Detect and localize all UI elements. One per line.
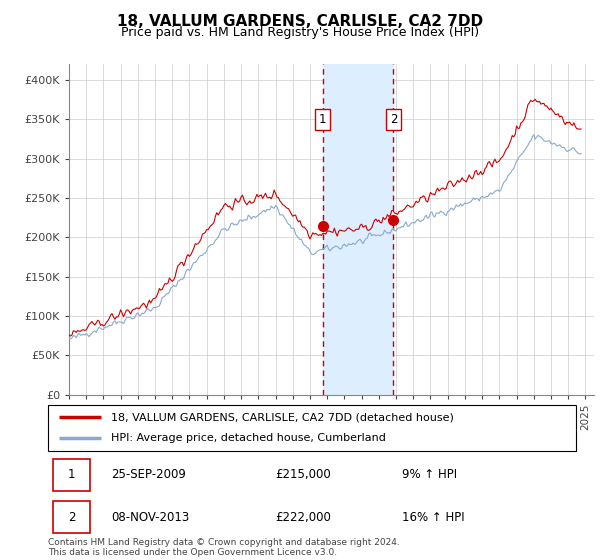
Text: 1: 1	[68, 468, 76, 482]
Text: 2: 2	[390, 113, 397, 126]
FancyBboxPatch shape	[48, 405, 576, 451]
Text: 18, VALLUM GARDENS, CARLISLE, CA2 7DD: 18, VALLUM GARDENS, CARLISLE, CA2 7DD	[117, 14, 483, 29]
Text: 2: 2	[68, 511, 76, 524]
FancyBboxPatch shape	[53, 459, 90, 491]
Text: 25-SEP-2009: 25-SEP-2009	[112, 468, 186, 482]
Text: 16% ↑ HPI: 16% ↑ HPI	[402, 511, 464, 524]
Text: £215,000: £215,000	[275, 468, 331, 482]
Text: 18, VALLUM GARDENS, CARLISLE, CA2 7DD (detached house): 18, VALLUM GARDENS, CARLISLE, CA2 7DD (d…	[112, 412, 454, 422]
Text: Contains HM Land Registry data © Crown copyright and database right 2024.
This d: Contains HM Land Registry data © Crown c…	[48, 538, 400, 557]
Text: £222,000: £222,000	[275, 511, 331, 524]
Bar	[323, 64, 394, 395]
Text: 9% ↑ HPI: 9% ↑ HPI	[402, 468, 457, 482]
Text: 1: 1	[319, 113, 326, 126]
Text: Price paid vs. HM Land Registry's House Price Index (HPI): Price paid vs. HM Land Registry's House …	[121, 26, 479, 39]
Text: HPI: Average price, detached house, Cumberland: HPI: Average price, detached house, Cumb…	[112, 433, 386, 444]
Text: 08-NOV-2013: 08-NOV-2013	[112, 511, 190, 524]
FancyBboxPatch shape	[53, 501, 90, 534]
